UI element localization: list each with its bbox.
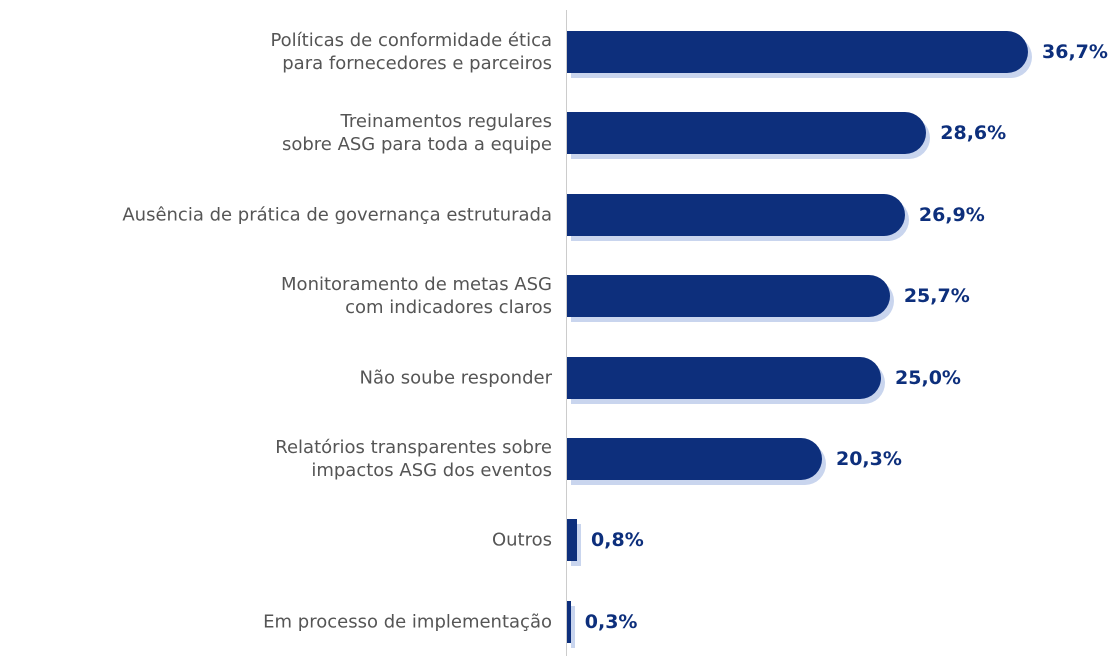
category-label: Outros [491, 529, 552, 551]
bar [567, 112, 927, 155]
bar [567, 519, 578, 562]
bar [567, 275, 890, 318]
axis-line [566, 10, 567, 656]
bar [567, 31, 1028, 73]
value-label: 25,7% [903, 285, 970, 308]
value-label: 0,3% [584, 610, 638, 633]
bar [567, 356, 882, 399]
value-label: 36,7% [1042, 41, 1108, 63]
category-label: Políticas de conformidade ética para for… [270, 30, 552, 74]
bar [567, 438, 822, 480]
category-label: Em processo de implementação [263, 611, 552, 633]
category-label: Treinamentos regulares sobre ASG para to… [281, 111, 552, 156]
category-label: Relatórios transparentes sobre impactos … [275, 437, 552, 481]
bar [567, 193, 905, 236]
value-label: 20,3% [835, 448, 902, 470]
value-label: 25,0% [895, 366, 961, 389]
value-label: 28,6% [940, 122, 1007, 145]
category-label: Ausência de prática de governança estrut… [122, 204, 552, 226]
value-label: 0,8% [591, 529, 644, 552]
bar [567, 600, 571, 643]
value-label: 26,9% [918, 203, 985, 226]
category-label: Não soube responder [359, 367, 552, 389]
category-label: Monitoramento de metas ASG com indicador… [281, 274, 552, 319]
